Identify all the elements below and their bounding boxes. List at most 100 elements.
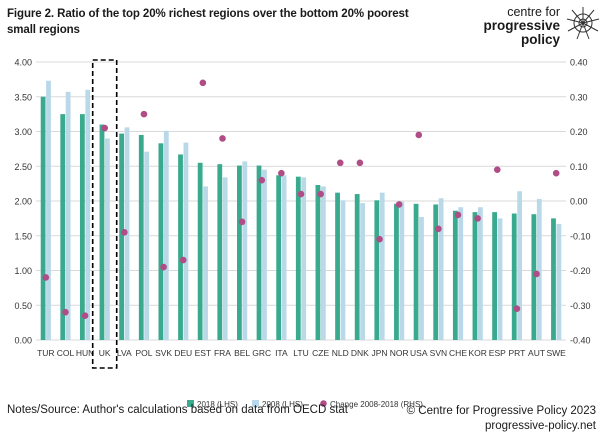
right-tick-label: -0.10	[570, 231, 591, 241]
bar-2008	[438, 198, 444, 340]
change-point	[160, 263, 167, 271]
bar-2008	[105, 138, 110, 340]
uk-highlight-box	[91, 59, 118, 369]
category-label: LTU	[293, 348, 308, 358]
bar-2018	[119, 133, 125, 340]
bar-2008	[183, 142, 189, 340]
bar-2018	[551, 218, 556, 340]
bar-2008	[65, 91, 71, 340]
category-label: SVK	[155, 348, 172, 358]
category-label: DNK	[351, 348, 369, 358]
bar-2018	[374, 200, 380, 340]
change-point	[238, 218, 246, 226]
category-label: CHE	[449, 348, 467, 358]
bar-2018	[354, 194, 360, 340]
bar-2018	[394, 203, 399, 340]
bar-2008	[203, 186, 208, 340]
category-label: PRT	[508, 348, 525, 358]
bar-2018	[511, 213, 517, 340]
bar-2018	[276, 175, 282, 340]
change-point	[395, 201, 403, 208]
category-label: JPN	[371, 348, 387, 358]
left-tick-label: 4.00	[14, 58, 32, 68]
bar-2008	[242, 161, 248, 340]
category-label: ITA	[275, 348, 288, 358]
change-point	[513, 305, 521, 313]
brand-wordmark: centre for progressive policy	[470, 5, 560, 47]
change-point	[415, 131, 423, 139]
legend-label: 2008 (LHS)	[262, 400, 303, 409]
left-tick-label: 1.50	[14, 231, 32, 241]
category-label: NOR	[390, 348, 409, 358]
category-label: BEL	[234, 348, 250, 358]
bar-2018	[256, 165, 262, 340]
right-tick-label: 0.00	[570, 197, 588, 207]
category-label: NLD	[332, 348, 349, 358]
category-label: TUR	[37, 348, 54, 358]
bar-2008	[497, 218, 503, 340]
left-tick-label: 3.50	[14, 92, 32, 102]
bar-2008	[262, 169, 267, 340]
bar-2018	[472, 212, 478, 340]
right-tick-label: -0.40	[570, 336, 591, 346]
change-point	[297, 190, 305, 198]
change-point	[219, 135, 226, 142]
category-label: USA	[410, 348, 428, 358]
footer-website: progressive-policy.net	[484, 420, 596, 432]
category-label: DEU	[174, 348, 192, 358]
bar-2008	[340, 200, 346, 340]
left-tick-label: 1.00	[14, 266, 32, 276]
category-label: LVA	[117, 348, 132, 358]
right-tick-label: -0.30	[570, 301, 591, 311]
category-label: AUT	[528, 348, 545, 358]
change-point	[376, 235, 383, 243]
bar-2018	[413, 203, 419, 340]
left-tick-label: 0.50	[14, 301, 32, 311]
bar-2008	[379, 192, 385, 340]
bar-2018	[158, 143, 164, 340]
chart-legend: 2018 (LHS) 2008 (LHS) Change 2008-2018 (RH…	[187, 400, 423, 409]
bar-2008	[301, 177, 307, 340]
bar-2018	[217, 164, 223, 340]
bar-2018	[178, 154, 183, 340]
change-point	[140, 110, 148, 118]
brand-line-2: progressive	[483, 18, 560, 33]
footer-source: Notes/Source: Author's calculations base…	[7, 404, 348, 416]
right-tick-label: -0.20	[570, 266, 591, 276]
change-point	[454, 211, 462, 219]
category-label: GRC	[252, 348, 271, 358]
change-point	[258, 176, 266, 184]
bar-2008	[46, 80, 51, 340]
footer-copyright: © Centre for Progressive Policy 2023	[406, 405, 596, 417]
bar-2008	[320, 186, 326, 340]
legend-label: Change 2008-2018 (RHS)	[330, 400, 423, 409]
change-point	[199, 79, 207, 87]
bar-2018	[79, 114, 85, 340]
category-label: COL	[57, 348, 75, 358]
category-label: EST	[195, 348, 212, 358]
change-point	[493, 166, 501, 174]
change-point	[317, 190, 324, 198]
bar-2018	[40, 96, 46, 340]
bar-2008	[163, 130, 169, 340]
right-tick-label: 0.30	[570, 92, 588, 102]
bar-2008	[399, 201, 405, 340]
bar-2018	[492, 212, 497, 340]
radial-burst-logo-icon	[566, 7, 600, 40]
bar-2018	[335, 192, 340, 340]
change-point	[474, 215, 481, 222]
left-tick-label: 2.50	[14, 162, 32, 172]
bar-2018	[197, 162, 203, 340]
bar-2018	[237, 165, 242, 340]
bar-2018	[99, 124, 105, 340]
bar-2008	[536, 198, 542, 340]
change-point	[356, 159, 364, 167]
left-tick-label: 3.00	[14, 127, 32, 137]
legend-swatch	[187, 400, 194, 407]
brand-line-1: centre for	[507, 5, 560, 19]
change-point	[336, 159, 344, 167]
change-point	[42, 274, 50, 281]
bar-chart: 0.00 0.50 1.00 1.50 2.00 2.50 3.00 3.50 4.00 -0.4…	[14, 58, 591, 369]
change-point	[121, 228, 128, 236]
bar-2018	[138, 134, 144, 340]
